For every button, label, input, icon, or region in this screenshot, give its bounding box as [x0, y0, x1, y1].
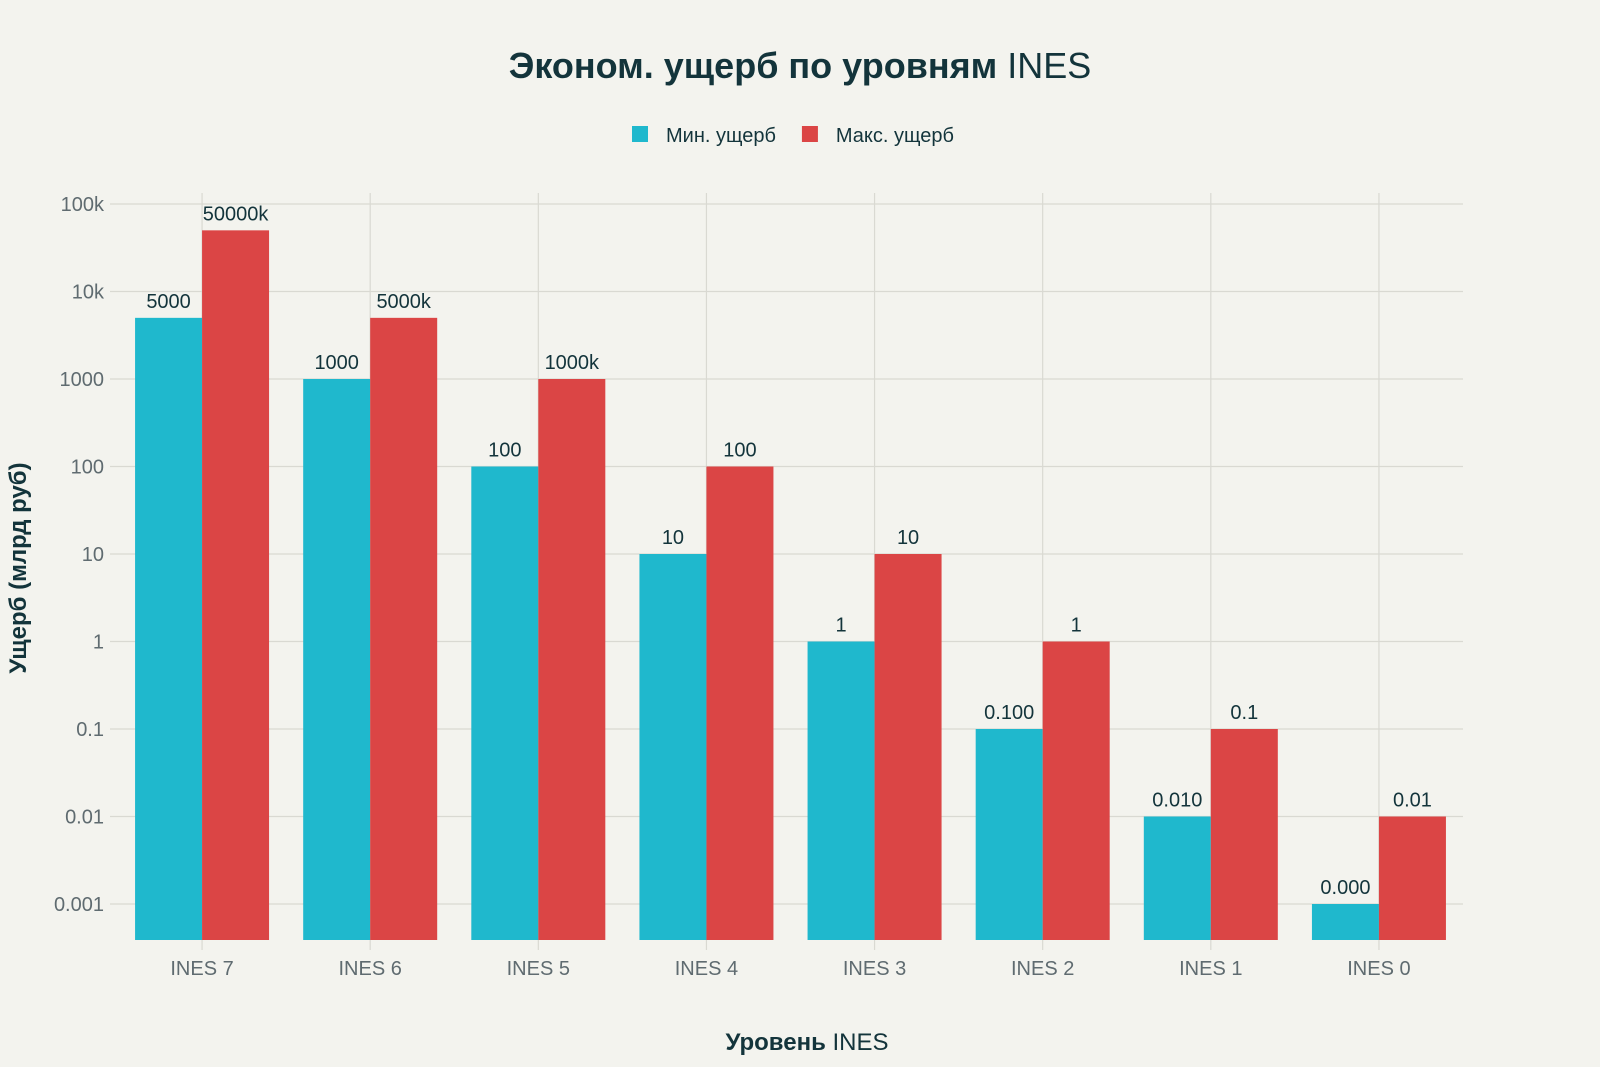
y-tick-label: 10k	[72, 282, 105, 304]
title-bold-part: Эконом. ущерб по уровням	[509, 45, 1007, 86]
y-tick-label: 1000	[60, 369, 105, 391]
x-tick-label: INES 4	[675, 958, 738, 980]
title-bold-part: Уровень	[725, 1029, 832, 1056]
chart-title: Эконом. ущерб по уровням INES	[509, 45, 1092, 86]
y-axis-title: Ущерб (млрд руб)	[5, 462, 32, 673]
bar-max	[1042, 641, 1110, 940]
bar-min	[471, 466, 539, 940]
bar-min	[135, 317, 203, 941]
bar-max	[202, 230, 270, 941]
legend: Мин. ущерб Макс. ущерб	[632, 125, 954, 147]
data-label: 10	[662, 527, 684, 549]
bar-min	[1311, 904, 1379, 940]
x-tick-label: INES 5	[507, 958, 570, 980]
data-label: 0.1	[1230, 702, 1258, 724]
bar-max	[370, 317, 438, 941]
x-tick-label: INES 6	[339, 958, 402, 980]
data-label: 1000	[314, 352, 359, 374]
bar-min	[807, 641, 875, 940]
data-label: 0.01	[1393, 790, 1432, 812]
data-label: 1000k	[545, 352, 600, 374]
bar-min	[639, 554, 707, 940]
y-tick-label: 1	[93, 632, 104, 654]
title-normal-part: INES	[833, 1029, 889, 1056]
data-label: 5000k	[376, 291, 431, 313]
bars: 5000 1000 100 10 1 0.100 0.010 0.000 50000k 5000k…	[135, 203, 1446, 941]
data-label: 100	[723, 440, 756, 462]
data-label: 50000k	[203, 203, 270, 225]
y-tick-label: 100k	[61, 194, 105, 216]
x-tick-label: INES 7	[170, 958, 233, 980]
data-label: 100	[488, 440, 521, 462]
data-label: 1	[1071, 615, 1082, 637]
x-tick-label: INES 3	[843, 958, 906, 980]
bar-max	[874, 554, 942, 940]
x-axis-title: Уровень INES	[725, 1029, 888, 1056]
legend-label: Макс. ущерб	[836, 125, 954, 147]
bar-min	[1143, 816, 1211, 940]
y-tick-label: 0.01	[65, 807, 104, 829]
bar-max	[706, 466, 774, 940]
x-tick-label: INES 2	[1011, 958, 1074, 980]
legend-swatch	[801, 126, 818, 142]
x-tick-label: INES 0	[1347, 958, 1410, 980]
bar-max	[1378, 816, 1446, 940]
data-label: 0.010	[1152, 790, 1202, 812]
data-label: 5000	[146, 291, 191, 313]
data-label: 0.000	[1320, 877, 1370, 899]
x-tick-label: INES 1	[1179, 958, 1242, 980]
title-normal-part: INES	[1007, 45, 1091, 86]
y-tick-label: 10	[82, 544, 104, 566]
y-tick-label: 0.1	[76, 719, 104, 741]
data-label: 10	[897, 527, 919, 549]
bar-max	[1210, 729, 1278, 940]
data-label: 1	[836, 615, 847, 637]
legend-swatch	[632, 126, 648, 142]
y-tick-label: 100	[71, 457, 104, 479]
bar-max	[538, 379, 606, 940]
legend-label: Мин. ущерб	[666, 125, 776, 147]
data-label: 0.100	[984, 702, 1034, 724]
bar-min	[303, 379, 371, 940]
bar-min	[975, 729, 1043, 940]
y-tick-label: 0.001	[54, 894, 104, 916]
